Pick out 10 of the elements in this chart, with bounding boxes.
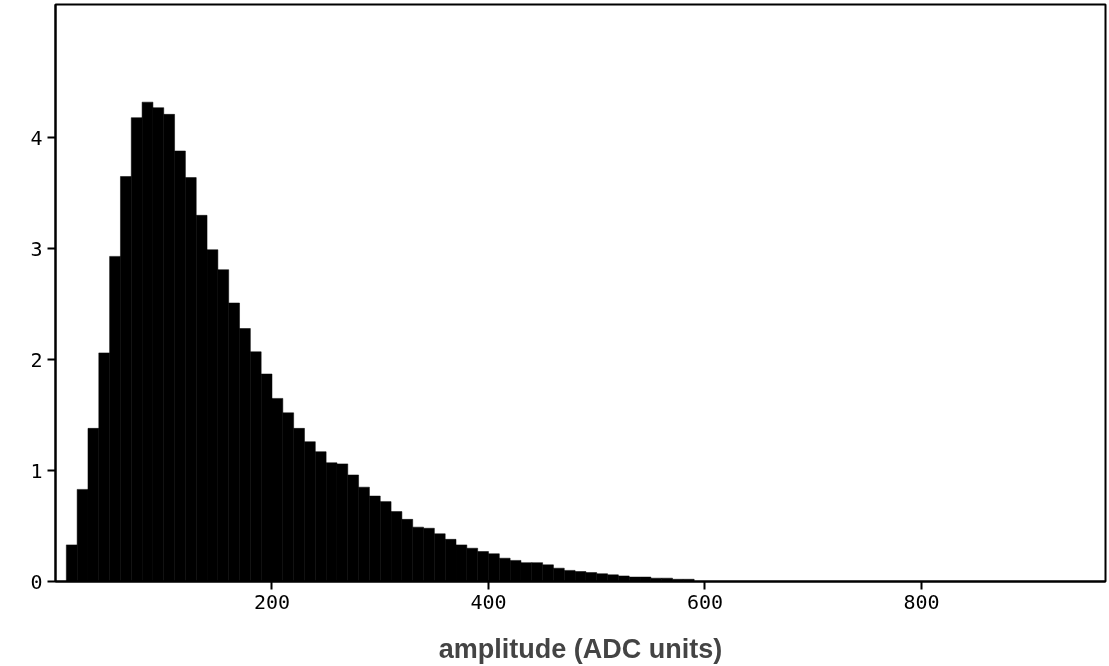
x-tick-label: 800: [903, 589, 940, 614]
x-axis-title: amplitude (ADC units): [438, 633, 723, 664]
x-tick-label: 600: [686, 589, 724, 614]
x-tick-label: 400: [470, 589, 507, 614]
y-tick-label: 0: [30, 569, 43, 594]
y-tick-label: 1: [30, 458, 43, 483]
y-tick-label: 3: [30, 236, 43, 261]
y-tick-label: 4: [30, 125, 43, 150]
x-tick-label: 200: [253, 589, 291, 614]
y-tick-label: 2: [30, 347, 43, 372]
